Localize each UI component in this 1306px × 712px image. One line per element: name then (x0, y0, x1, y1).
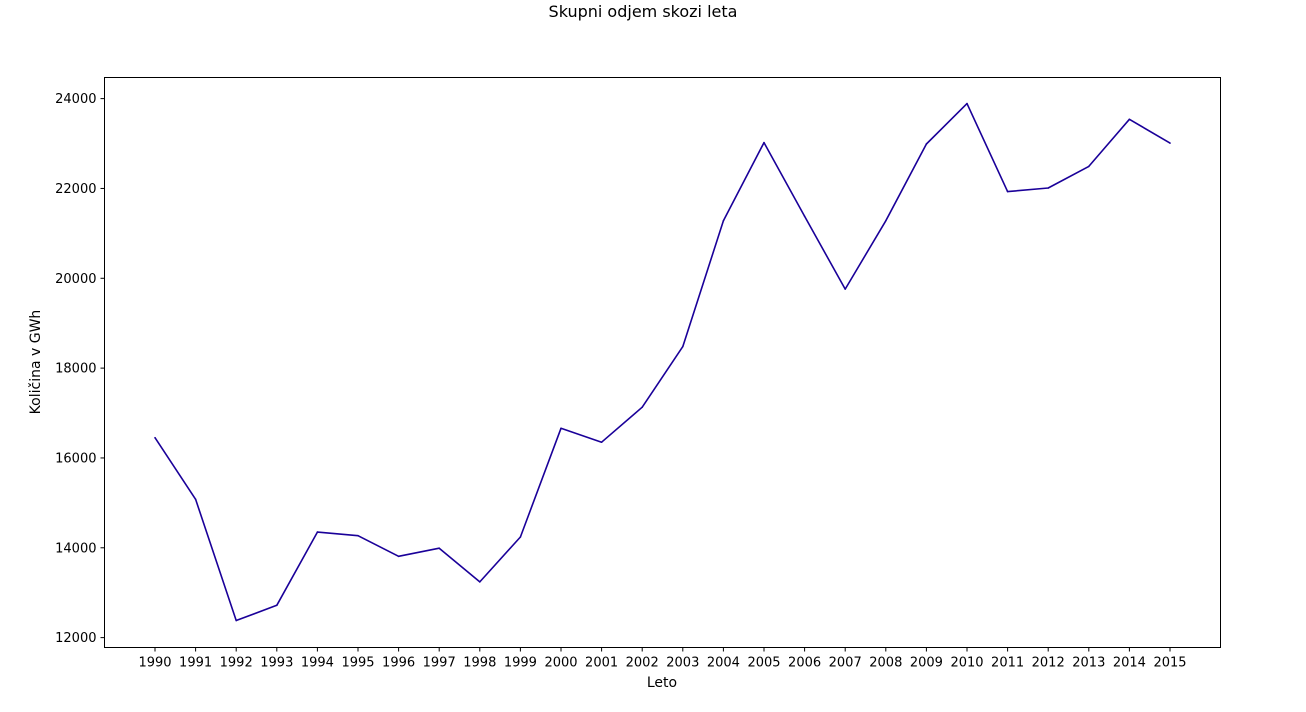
data-point (682, 345, 684, 348)
y-tick-label: 22000 (55, 182, 96, 197)
data-point (1006, 190, 1009, 193)
x-tick-label: 2007 (829, 656, 862, 671)
x-tick-label: 2001 (585, 656, 618, 671)
data-point (641, 406, 643, 408)
x-tick-label: 1997 (423, 656, 456, 671)
y-tick-label: 18000 (55, 362, 96, 377)
x-tick-label: 2014 (1113, 656, 1146, 671)
chart-title: Skupni odjem skozi leta (549, 2, 738, 21)
data-point (397, 555, 400, 558)
data-point (803, 215, 806, 218)
data-point (519, 536, 522, 538)
y-tick-label: 14000 (55, 541, 96, 556)
y-tick-label: 16000 (55, 451, 96, 466)
x-tick-label: 2002 (626, 656, 659, 671)
x-tick-label: 1998 (463, 656, 496, 671)
series-layer (154, 102, 1171, 622)
data-point (763, 141, 765, 144)
y-tick-label: 20000 (55, 272, 96, 287)
x-tick-label: 2004 (707, 656, 740, 671)
x-tick-label: 2013 (1072, 656, 1105, 671)
data-point (235, 619, 237, 622)
data-point (276, 604, 278, 607)
series-line (154, 102, 1171, 622)
plot-area-frame (104, 77, 1221, 648)
data-point (966, 102, 968, 105)
x-tick-label: 2010 (950, 656, 983, 671)
ticks-layer: 1990 1991 1992 1993 1994 1995 1996 1997 1998 1999… (55, 92, 1186, 670)
x-tick-label: 2006 (788, 656, 821, 671)
data-point (316, 531, 319, 533)
x-tick-label: 1999 (504, 656, 537, 671)
x-tick-label: 1992 (220, 656, 253, 671)
x-axis-label: Leto (647, 675, 677, 691)
data-point (357, 534, 359, 537)
data-point (844, 288, 846, 290)
x-tick-label: 2005 (747, 656, 780, 671)
y-axis-label: Količina v GWh (28, 310, 44, 415)
x-tick-label: 2011 (991, 656, 1024, 671)
x-tick-label: 2008 (869, 656, 902, 671)
x-tick-label: 1991 (179, 656, 212, 671)
x-tick-label: 2015 (1153, 656, 1186, 671)
y-tick-label: 24000 (55, 92, 96, 107)
data-point (1169, 142, 1171, 144)
data-point (925, 143, 928, 145)
x-tick-label: 1996 (382, 656, 415, 671)
data-point (479, 581, 481, 583)
data-point (1047, 187, 1049, 189)
x-tick-label: 1990 (138, 656, 171, 671)
data-point (1088, 165, 1090, 168)
x-tick-label: 2012 (1032, 656, 1065, 671)
data-point (1128, 118, 1131, 121)
x-tick-label: 2003 (666, 656, 699, 671)
x-tick-label: 2009 (910, 656, 943, 671)
data-point (438, 547, 441, 550)
data-point (722, 219, 725, 222)
y-tick-label: 12000 (55, 631, 96, 646)
data-point (560, 427, 562, 430)
x-tick-label: 2000 (544, 656, 577, 671)
x-tick-label: 1994 (301, 656, 334, 671)
x-tick-label: 1995 (341, 656, 374, 671)
data-point (600, 441, 603, 444)
x-tick-label: 1993 (260, 656, 293, 671)
data-point (885, 219, 887, 222)
data-point (154, 436, 156, 439)
data-point (194, 498, 197, 501)
